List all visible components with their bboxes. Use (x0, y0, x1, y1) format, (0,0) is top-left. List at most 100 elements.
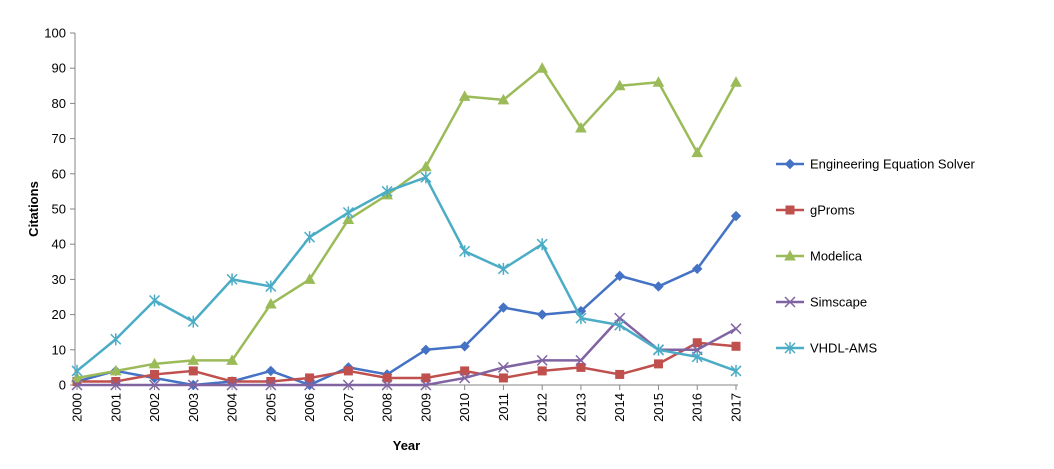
legend-item: Engineering Equation Solver (776, 157, 975, 172)
data-point (226, 379, 238, 391)
x-tick-label: 2017 (729, 393, 744, 422)
data-point (653, 359, 663, 369)
data-point (575, 122, 587, 133)
data-point (730, 364, 742, 377)
data-point (459, 341, 470, 352)
data-point (498, 302, 509, 313)
y-tick-label: 10 (52, 342, 66, 357)
y-tick-label: 60 (52, 166, 66, 181)
data-point (652, 343, 665, 356)
x-tick-label: 2015 (651, 393, 666, 422)
y-tick-label: 80 (52, 96, 66, 111)
data-point (420, 379, 432, 391)
y-tick-label: 0 (59, 378, 66, 393)
y-tick-label: 30 (52, 272, 66, 287)
data-point (71, 379, 83, 391)
data-point (303, 273, 316, 284)
data-point (692, 338, 702, 348)
legend-item: gProms (776, 203, 855, 218)
legend-item: Modelica (776, 249, 863, 264)
data-point (187, 379, 199, 391)
data-point (382, 373, 392, 383)
x-tick-label: 2016 (690, 393, 705, 422)
data-point (110, 379, 122, 391)
data-point (498, 373, 508, 383)
x-tick-label: 2000 (70, 393, 85, 422)
series-line (76, 215, 738, 387)
data-point (459, 245, 471, 258)
data-point (536, 309, 548, 320)
series-line (77, 341, 737, 383)
data-point (188, 366, 198, 376)
data-point (265, 379, 277, 391)
x-tick-label: 2008 (380, 393, 395, 422)
data-point (187, 354, 200, 365)
x-tick-label: 2012 (535, 393, 550, 422)
data-point (420, 171, 432, 184)
x-tick-label: 2003 (186, 393, 201, 422)
data-point (731, 341, 741, 351)
data-point (459, 372, 471, 384)
data-point (342, 206, 354, 219)
data-point (148, 294, 161, 307)
data-point (730, 76, 742, 87)
data-point (304, 231, 316, 244)
data-point (304, 379, 316, 391)
data-point (305, 373, 315, 383)
y-tick-label: 70 (52, 131, 66, 146)
x-tick-label: 2006 (302, 393, 317, 422)
series-vhdl-ams (71, 171, 742, 377)
y-axis-title: Citations (26, 181, 41, 237)
data-point (110, 333, 122, 346)
data-point (342, 379, 354, 391)
data-point (575, 354, 587, 366)
x-tick-label: 2005 (263, 393, 278, 422)
legend: Engineering Equation Solver gProms Modelic… (776, 157, 975, 356)
series-line (76, 176, 737, 373)
y-tick-label: 100 (44, 26, 66, 41)
data-point (148, 379, 161, 391)
x-tick-label: 2014 (612, 393, 627, 422)
data-point (614, 270, 625, 282)
data-point (497, 262, 509, 275)
data-point (109, 364, 122, 376)
data-point (536, 238, 548, 251)
data-point (575, 312, 587, 325)
series-layer (71, 62, 742, 391)
data-point (226, 354, 238, 365)
data-point (497, 361, 509, 373)
data-point (730, 210, 742, 222)
data-point (265, 365, 277, 377)
series-gproms (72, 338, 741, 386)
legend-label: VHDL-AMS (810, 341, 878, 356)
data-point (342, 213, 355, 225)
legend-label: Engineering Equation Solver (810, 157, 975, 172)
data-point (460, 366, 470, 376)
x-tick-label: 2004 (225, 393, 240, 422)
legend-marker (784, 158, 796, 170)
data-point (421, 373, 431, 383)
series-modelica (71, 62, 742, 383)
data-point (497, 93, 510, 105)
data-point (264, 298, 277, 309)
x-axis-title: Year (393, 438, 420, 453)
x-tick-label: 2010 (457, 393, 472, 422)
data-point (226, 273, 238, 286)
legend-marker (784, 249, 796, 261)
data-point (458, 90, 471, 101)
data-point (150, 369, 160, 379)
legend-item: VHDL-AMS (776, 341, 878, 356)
x-tick-label: 2011 (496, 393, 511, 421)
data-point (615, 369, 625, 379)
data-point (614, 319, 626, 332)
data-point (691, 146, 704, 158)
y-tick-label: 50 (52, 202, 66, 217)
data-point (652, 76, 665, 87)
data-point (536, 62, 549, 73)
data-point (71, 371, 83, 383)
series-line (77, 316, 737, 387)
data-point (381, 379, 393, 391)
data-point (536, 354, 548, 366)
data-point (613, 79, 626, 91)
